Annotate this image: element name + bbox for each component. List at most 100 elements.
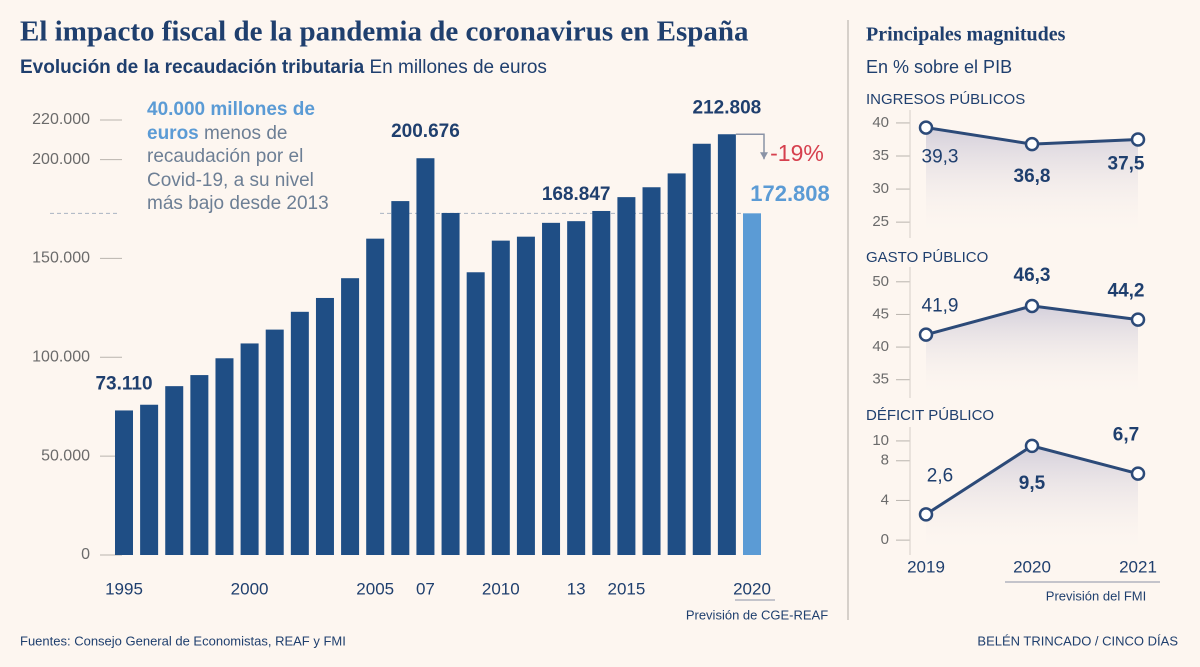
bar xyxy=(115,410,133,555)
bar xyxy=(743,213,761,555)
x-tick-label: 07 xyxy=(416,579,435,598)
note: Previsión de CGE-REAF xyxy=(686,607,828,622)
bar xyxy=(491,240,510,555)
y-tick-label: 0 xyxy=(881,531,889,548)
bar xyxy=(240,343,259,555)
y-tick-label: 50.000 xyxy=(41,447,90,464)
point xyxy=(1024,136,1040,152)
point xyxy=(1024,298,1040,314)
value-label: 46,3 xyxy=(1014,265,1051,286)
bar xyxy=(466,272,485,555)
bar xyxy=(265,329,284,555)
area xyxy=(926,127,1138,238)
bar xyxy=(667,173,686,555)
subtitle: Evolución de la recaudación tributaria E… xyxy=(20,57,547,78)
x-tick-label: 2020 xyxy=(733,579,771,598)
x-tick-label: 2010 xyxy=(482,579,520,598)
y-tick-label: 40 xyxy=(872,114,889,131)
y-tick-label: 45 xyxy=(872,305,889,322)
x-tick-label: 2020 xyxy=(1013,557,1051,576)
credit: BELÉN TRINCADO / CINCO DÍAS xyxy=(977,633,1178,648)
value-label: 9,5 xyxy=(1019,473,1046,494)
x-tick-label: 2015 xyxy=(607,579,645,598)
point xyxy=(1130,132,1146,147)
note: Previsión del FMI xyxy=(1046,588,1146,603)
y-tick-label: 8 xyxy=(881,452,889,469)
area xyxy=(926,305,1138,398)
change-label: -19% xyxy=(770,140,824,166)
area xyxy=(926,445,1138,555)
bar xyxy=(366,238,385,556)
value-label: 212.808 xyxy=(693,97,762,118)
y-tick-label: 4 xyxy=(881,491,889,508)
panel-chart-title: GASTO PÚBLICO xyxy=(866,249,988,266)
x-tick-label: 2021 xyxy=(1119,557,1157,576)
unit-label: En millones de euros xyxy=(369,57,546,78)
annotation-highlight: 40.000 millones de euros xyxy=(147,99,315,144)
value-label: 6,7 xyxy=(1113,425,1139,446)
y-tick-label: 150.000 xyxy=(32,250,90,267)
bar xyxy=(542,222,561,555)
subtitle-main: Evolución de la recaudación tributaria xyxy=(20,57,365,78)
panel-chart-title: INGRESOS PÚBLICOS xyxy=(866,91,1025,108)
bar xyxy=(516,236,535,555)
bar xyxy=(341,278,360,555)
y-tick-label: 25 xyxy=(872,213,889,230)
value-label: 2,6 xyxy=(927,465,953,486)
bar xyxy=(391,201,410,555)
x-tick-label: 13 xyxy=(567,579,586,598)
y-tick-label: 220.000 xyxy=(32,111,90,128)
y-tick-label: 35 xyxy=(872,371,889,388)
point xyxy=(918,507,934,522)
x-tick-label: 2000 xyxy=(231,579,269,598)
bar xyxy=(441,212,460,555)
panel-chart-title: DÉFICIT PÚBLICO xyxy=(866,407,994,424)
value-label: 41,9 xyxy=(922,296,959,317)
annotation-text: menos de recaudación por el Covid-19, a … xyxy=(147,122,329,215)
y-tick-label: 200.000 xyxy=(32,151,90,168)
value-label: 73.110 xyxy=(95,373,152,394)
bar xyxy=(567,221,586,556)
value-label: 39,3 xyxy=(922,147,959,168)
title: El impacto fiscal de la pandemia de coro… xyxy=(20,16,749,48)
point xyxy=(918,327,934,342)
change-arrow xyxy=(735,133,768,160)
y-tick-label: 40 xyxy=(872,338,889,355)
bar xyxy=(642,187,661,555)
bar xyxy=(617,197,636,555)
bar xyxy=(416,158,435,555)
y-tick-label: 0 xyxy=(81,546,90,563)
panel-subtitle: En % sobre el PIB xyxy=(866,57,1012,77)
bar xyxy=(717,134,736,556)
value-label: 36,8 xyxy=(1014,166,1051,187)
bar xyxy=(290,311,309,555)
point xyxy=(1130,466,1146,481)
bar xyxy=(315,297,334,555)
source: Fuentes: Consejo General de Economistas,… xyxy=(20,633,346,648)
bar xyxy=(692,143,711,556)
value-label: 172.808 xyxy=(750,181,830,206)
value-label: 37,5 xyxy=(1108,153,1145,174)
value-label: 200.676 xyxy=(391,121,460,142)
annotation: 40.000 millones de euros menos de recaud… xyxy=(147,98,352,216)
bar xyxy=(165,386,184,555)
x-tick-label: 1995 xyxy=(105,579,143,598)
value-label: 168.847 xyxy=(542,184,611,205)
bar xyxy=(592,210,611,555)
y-tick-label: 30 xyxy=(872,180,889,197)
panel-title: Principales magnitudes xyxy=(866,24,1066,46)
bar xyxy=(190,375,209,555)
point xyxy=(1130,312,1146,327)
value-label: 44,2 xyxy=(1108,281,1145,302)
x-tick-label: 2005 xyxy=(356,579,394,598)
y-tick-label: 10 xyxy=(872,432,889,449)
y-tick-label: 100.000 xyxy=(32,349,90,366)
point xyxy=(918,120,934,135)
y-tick-label: 35 xyxy=(872,147,889,164)
y-tick-label: 50 xyxy=(872,273,889,290)
bar xyxy=(140,404,159,555)
bar xyxy=(215,358,234,555)
